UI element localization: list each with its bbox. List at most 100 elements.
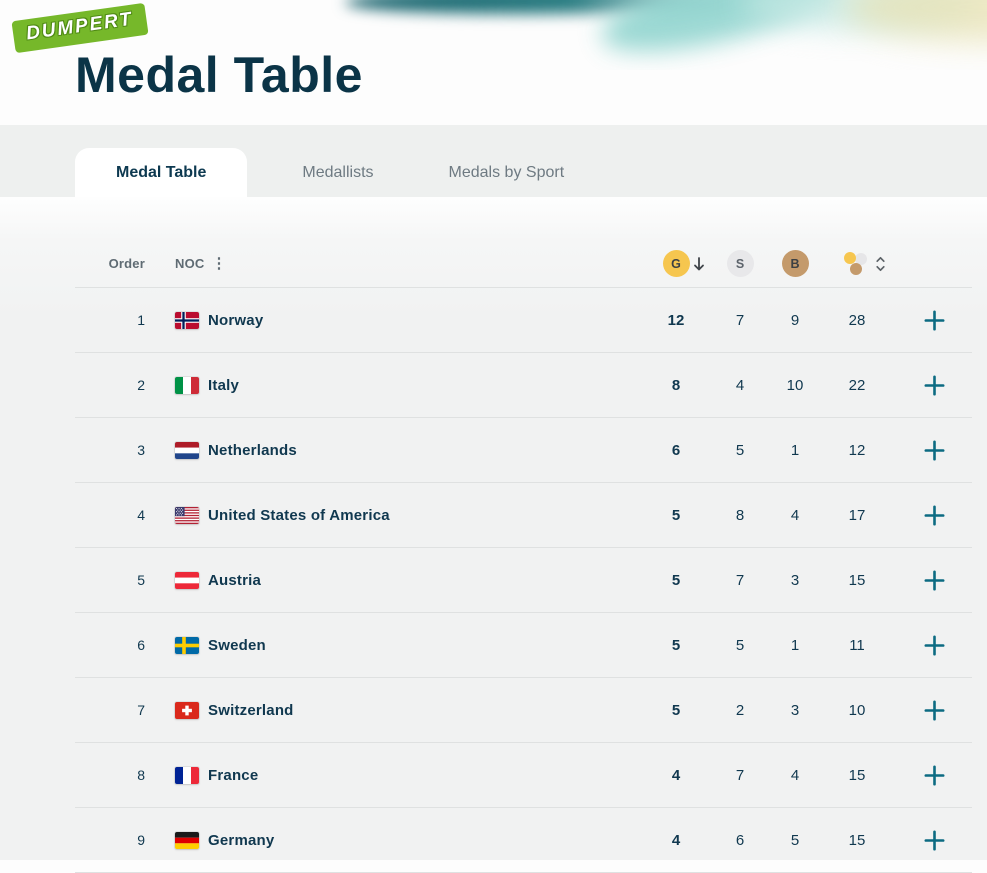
- country-name: Netherlands: [208, 441, 297, 459]
- expand-row-button[interactable]: [920, 306, 949, 335]
- noc-cell: Italy: [145, 376, 644, 394]
- tab-medal-table[interactable]: Medal Table: [75, 148, 248, 197]
- bronze-count: 3: [790, 701, 800, 719]
- order-cell: 5: [137, 572, 145, 588]
- noc-cell: United States of America: [145, 506, 644, 524]
- expand-row-button[interactable]: [920, 761, 949, 790]
- order-cell: 9: [137, 832, 145, 848]
- expand-cell: [896, 631, 972, 660]
- table-row: 4 United States of America 5 8 4 17: [75, 483, 972, 548]
- expand-cell: [896, 566, 972, 595]
- country-name: Sweden: [208, 636, 266, 654]
- expand-row-button[interactable]: [920, 696, 949, 725]
- sweden-flag-icon: [175, 636, 199, 654]
- medal-table-body: 1 Norway 1 2 7 9 28 2 Italy 8 4 10 22 3 Netherl…: [75, 288, 972, 873]
- order-cell: 8: [137, 767, 145, 783]
- bronze-medal-icon: B: [781, 250, 809, 277]
- gold-count: 5: [671, 571, 681, 589]
- table-header-row: Order NOC ⋮ G S B: [75, 240, 972, 288]
- bronze-count: 1: [790, 441, 800, 459]
- tab-medallists[interactable]: Medallists: [302, 163, 374, 181]
- total-count: 17: [848, 506, 866, 524]
- noc-cell: Switzerland: [145, 701, 644, 719]
- order-cell: 7: [137, 702, 145, 718]
- silver-column-header[interactable]: S: [708, 250, 772, 277]
- noc-cell: Netherlands: [145, 441, 644, 459]
- table-row: 5 Austria 5 7 3 15: [75, 548, 972, 613]
- italy-flag-icon: [175, 376, 199, 394]
- gold-count: 4: [671, 766, 681, 784]
- order-column-header[interactable]: Order: [108, 256, 145, 271]
- noc-cell: Germany: [145, 831, 644, 849]
- bronze-count: 10: [786, 376, 804, 394]
- bronze-count: 1: [790, 636, 800, 654]
- noc-column-label: NOC: [175, 256, 205, 271]
- expand-row-button[interactable]: [920, 826, 949, 855]
- bronze-count: 5: [790, 831, 800, 849]
- total-count: 15: [848, 571, 866, 589]
- silver-medal-icon: S: [726, 250, 754, 277]
- netherlands-flag-icon: [175, 441, 199, 459]
- silver-count: 2: [735, 701, 745, 719]
- medal-table: Order NOC ⋮ G S B: [75, 240, 972, 873]
- country-name: United States of America: [208, 506, 390, 524]
- sort-toggle-icon: [875, 255, 886, 273]
- silver-count: 5: [735, 441, 745, 459]
- silver-count: 7: [735, 311, 745, 329]
- noc-column-header[interactable]: NOC ⋮: [145, 256, 644, 271]
- country-name: Norway: [208, 311, 264, 329]
- switzerland-flag-icon: [175, 701, 199, 719]
- tab-bar: Medal Table Medallists Medals by Sport: [0, 125, 987, 197]
- column-menu-icon[interactable]: ⋮: [211, 255, 227, 272]
- total-count: 10: [848, 701, 866, 719]
- silver-count: 4: [735, 376, 745, 394]
- tab-medals-by-sport[interactable]: Medals by Sport: [448, 163, 565, 181]
- expand-row-button[interactable]: [920, 501, 949, 530]
- gold-count: 4: [671, 831, 681, 849]
- expand-cell: [896, 501, 972, 530]
- total-medals-icon: [843, 251, 871, 277]
- order-cell: 1: [137, 312, 145, 328]
- expand-row-button[interactable]: [920, 631, 949, 660]
- expand-row-button[interactable]: [920, 566, 949, 595]
- expand-cell: [896, 761, 972, 790]
- gold-count: 5: [671, 506, 681, 524]
- noc-cell: Sweden: [145, 636, 644, 654]
- order-cell: 4: [137, 507, 145, 523]
- bronze-column-header[interactable]: B: [772, 250, 818, 277]
- table-row: 1 Norway 12 7 9 28: [75, 288, 972, 353]
- total-column-header[interactable]: [818, 251, 896, 277]
- silver-count: 7: [735, 571, 745, 589]
- gold-count: 5: [671, 636, 681, 654]
- country-name: Italy: [208, 376, 240, 394]
- order-cell: 2: [137, 377, 145, 393]
- noc-cell: Norway: [145, 311, 644, 329]
- country-name: Germany: [208, 831, 275, 849]
- total-count: 28: [848, 311, 866, 329]
- yellow-brush-decoration: [845, 0, 987, 42]
- gold-column-header[interactable]: G: [644, 250, 708, 277]
- germany-flag-icon: [175, 831, 199, 849]
- sort-descending-icon: [692, 256, 706, 272]
- country-name: France: [208, 766, 259, 784]
- table-row: 2 Italy 8 4 10 22: [75, 353, 972, 418]
- country-name: Austria: [208, 571, 262, 589]
- country-name: Switzerland: [208, 701, 294, 719]
- gold-count: 8: [671, 376, 681, 394]
- table-row: 7 Switzerland 5 2 3 10: [75, 678, 972, 743]
- total-count: 22: [848, 376, 866, 394]
- gold-count: 6: [671, 441, 681, 459]
- expand-cell: [896, 306, 972, 335]
- bronze-count: 9: [790, 311, 800, 329]
- content-panel: Order NOC ⋮ G S B: [0, 197, 987, 873]
- expand-row-button[interactable]: [920, 436, 949, 465]
- table-row: 6 Sweden 5 5 1 11: [75, 613, 972, 678]
- expand-row-button[interactable]: [920, 371, 949, 400]
- total-count: 15: [848, 831, 866, 849]
- bronze-count: 3: [790, 571, 800, 589]
- silver-count: 7: [735, 766, 745, 784]
- gold-medal-icon: G: [662, 250, 690, 277]
- expand-cell: [896, 826, 972, 855]
- noc-cell: Austria: [145, 571, 644, 589]
- bronze-count: 4: [790, 506, 800, 524]
